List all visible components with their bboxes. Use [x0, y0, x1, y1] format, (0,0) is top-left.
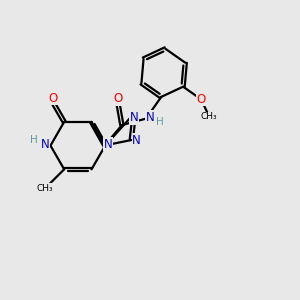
Text: O: O — [196, 93, 206, 106]
Text: H: H — [30, 135, 38, 145]
Text: N: N — [41, 138, 50, 151]
Text: O: O — [49, 92, 58, 105]
Text: H: H — [156, 117, 164, 127]
Text: N: N — [132, 134, 141, 147]
Text: N: N — [104, 138, 112, 151]
Text: O: O — [113, 92, 123, 105]
Text: N: N — [146, 111, 155, 124]
Text: CH₃: CH₃ — [37, 184, 53, 193]
Text: N: N — [130, 111, 139, 124]
Text: CH₃: CH₃ — [201, 112, 217, 121]
